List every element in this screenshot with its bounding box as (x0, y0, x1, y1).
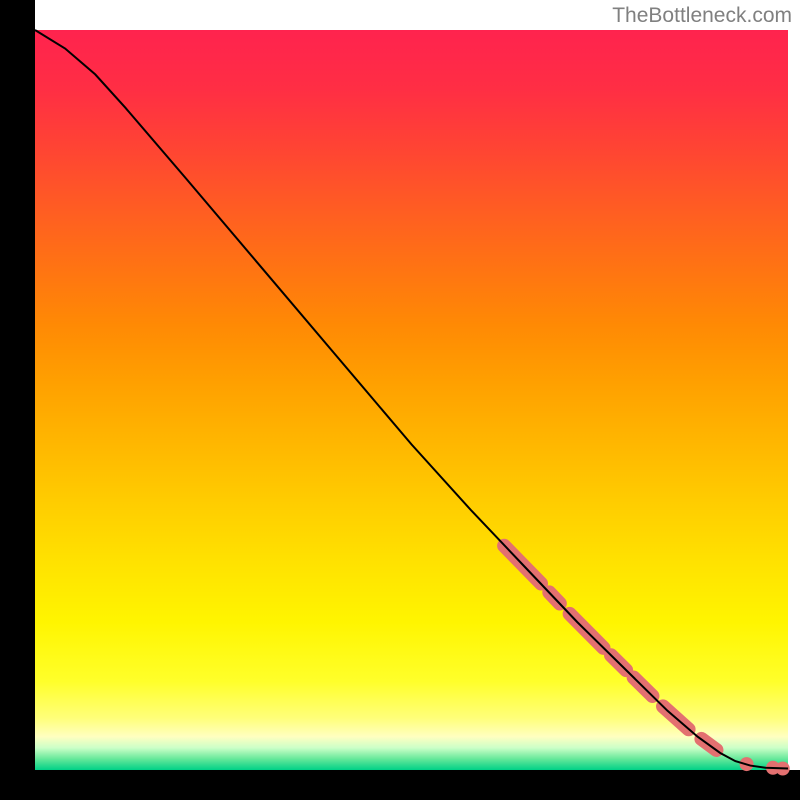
chart-svg (0, 0, 800, 800)
watermark-text: TheBottleneck.com (612, 4, 792, 28)
plot-background (35, 30, 788, 770)
chart-container: TheBottleneck.com (0, 0, 800, 800)
